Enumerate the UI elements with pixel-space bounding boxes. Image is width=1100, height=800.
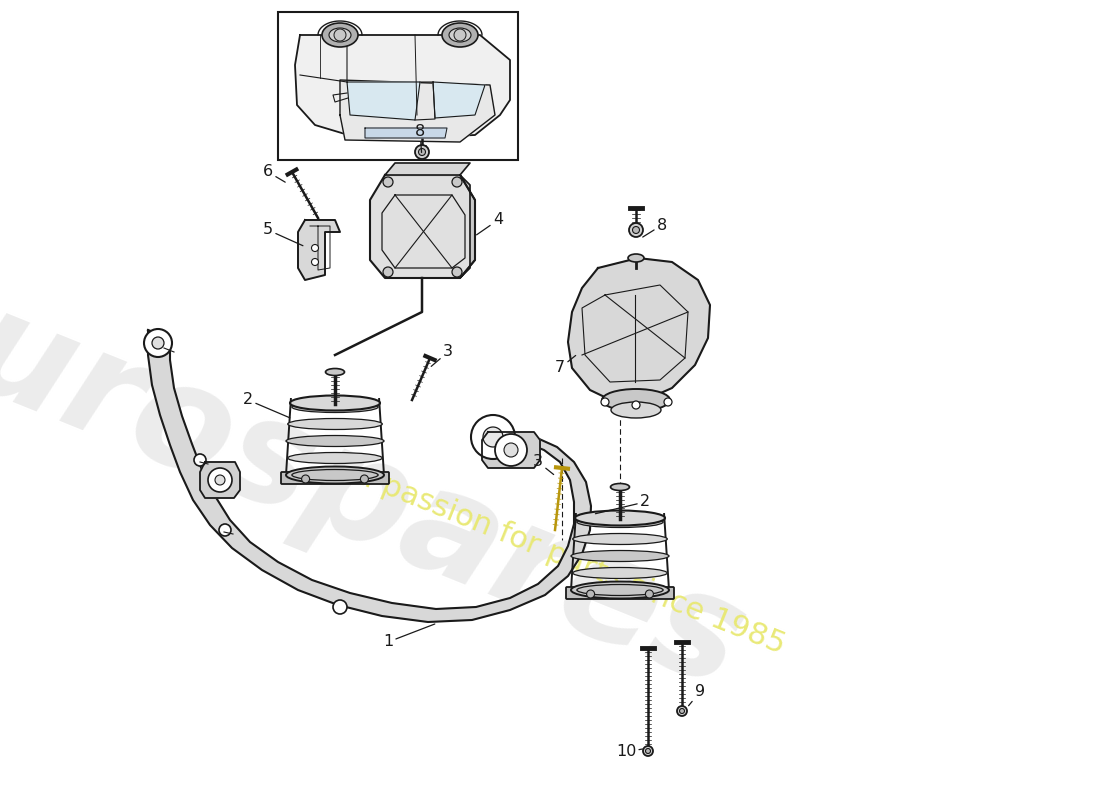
Text: 3: 3 bbox=[431, 345, 453, 366]
Circle shape bbox=[646, 590, 653, 598]
Circle shape bbox=[418, 149, 426, 155]
Circle shape bbox=[311, 258, 319, 266]
Circle shape bbox=[452, 267, 462, 277]
Circle shape bbox=[415, 145, 429, 159]
Polygon shape bbox=[482, 432, 540, 468]
Polygon shape bbox=[298, 220, 340, 280]
Circle shape bbox=[194, 454, 206, 466]
Circle shape bbox=[144, 329, 172, 357]
Ellipse shape bbox=[449, 28, 471, 42]
Circle shape bbox=[301, 475, 309, 483]
Ellipse shape bbox=[322, 23, 358, 47]
Polygon shape bbox=[200, 462, 240, 498]
Circle shape bbox=[333, 600, 346, 614]
Ellipse shape bbox=[326, 369, 344, 375]
Circle shape bbox=[152, 337, 164, 349]
Ellipse shape bbox=[290, 395, 380, 410]
Circle shape bbox=[629, 223, 644, 237]
Circle shape bbox=[601, 398, 609, 406]
Ellipse shape bbox=[292, 402, 378, 413]
FancyBboxPatch shape bbox=[278, 12, 518, 160]
Circle shape bbox=[680, 709, 684, 714]
Polygon shape bbox=[346, 82, 420, 120]
Circle shape bbox=[504, 443, 518, 457]
Circle shape bbox=[454, 29, 466, 41]
Text: 7: 7 bbox=[554, 355, 575, 375]
Circle shape bbox=[383, 177, 393, 187]
Ellipse shape bbox=[576, 585, 663, 595]
Ellipse shape bbox=[442, 23, 478, 47]
Circle shape bbox=[148, 333, 168, 353]
Ellipse shape bbox=[610, 483, 629, 490]
Polygon shape bbox=[568, 258, 710, 402]
Text: a passion for parts since 1985: a passion for parts since 1985 bbox=[351, 460, 789, 660]
Text: 4: 4 bbox=[476, 213, 503, 235]
Polygon shape bbox=[295, 35, 510, 140]
Circle shape bbox=[475, 419, 512, 455]
Text: 8: 8 bbox=[642, 218, 667, 237]
Ellipse shape bbox=[573, 567, 668, 578]
Text: eurospares: eurospares bbox=[0, 242, 764, 718]
Text: 9: 9 bbox=[689, 685, 705, 706]
Polygon shape bbox=[370, 175, 475, 278]
Circle shape bbox=[214, 475, 225, 485]
Circle shape bbox=[383, 267, 393, 277]
Text: 1: 1 bbox=[383, 624, 434, 650]
Ellipse shape bbox=[286, 435, 384, 446]
Circle shape bbox=[334, 29, 346, 41]
FancyBboxPatch shape bbox=[566, 587, 674, 599]
Ellipse shape bbox=[286, 466, 384, 483]
Ellipse shape bbox=[571, 550, 669, 562]
Text: 6: 6 bbox=[263, 165, 285, 182]
Ellipse shape bbox=[575, 510, 666, 526]
Circle shape bbox=[483, 427, 503, 447]
Text: 2: 2 bbox=[595, 494, 650, 514]
Ellipse shape bbox=[329, 28, 351, 42]
Text: 2: 2 bbox=[243, 393, 290, 418]
Text: 3: 3 bbox=[534, 454, 553, 474]
Circle shape bbox=[644, 746, 653, 756]
Ellipse shape bbox=[288, 418, 383, 430]
Ellipse shape bbox=[576, 517, 663, 527]
Text: 8: 8 bbox=[415, 125, 425, 153]
Circle shape bbox=[646, 749, 650, 754]
Circle shape bbox=[664, 398, 672, 406]
Ellipse shape bbox=[573, 534, 668, 545]
FancyBboxPatch shape bbox=[280, 472, 389, 484]
Ellipse shape bbox=[288, 453, 383, 463]
Circle shape bbox=[361, 475, 368, 483]
Ellipse shape bbox=[610, 402, 661, 418]
Ellipse shape bbox=[602, 389, 670, 411]
Polygon shape bbox=[433, 82, 485, 118]
Circle shape bbox=[586, 590, 595, 598]
Polygon shape bbox=[340, 80, 495, 142]
Circle shape bbox=[208, 468, 232, 492]
Circle shape bbox=[452, 177, 462, 187]
Ellipse shape bbox=[571, 582, 669, 598]
Circle shape bbox=[676, 706, 688, 716]
Circle shape bbox=[471, 415, 515, 459]
Ellipse shape bbox=[292, 470, 378, 481]
Polygon shape bbox=[385, 163, 470, 175]
Polygon shape bbox=[365, 128, 447, 138]
Circle shape bbox=[632, 401, 640, 409]
Circle shape bbox=[311, 245, 319, 251]
Polygon shape bbox=[460, 175, 475, 278]
Text: 5: 5 bbox=[263, 222, 302, 246]
Polygon shape bbox=[148, 330, 591, 622]
Text: 10: 10 bbox=[616, 745, 642, 759]
Circle shape bbox=[632, 226, 639, 234]
Circle shape bbox=[495, 434, 527, 466]
Ellipse shape bbox=[628, 254, 643, 262]
Circle shape bbox=[219, 524, 231, 536]
